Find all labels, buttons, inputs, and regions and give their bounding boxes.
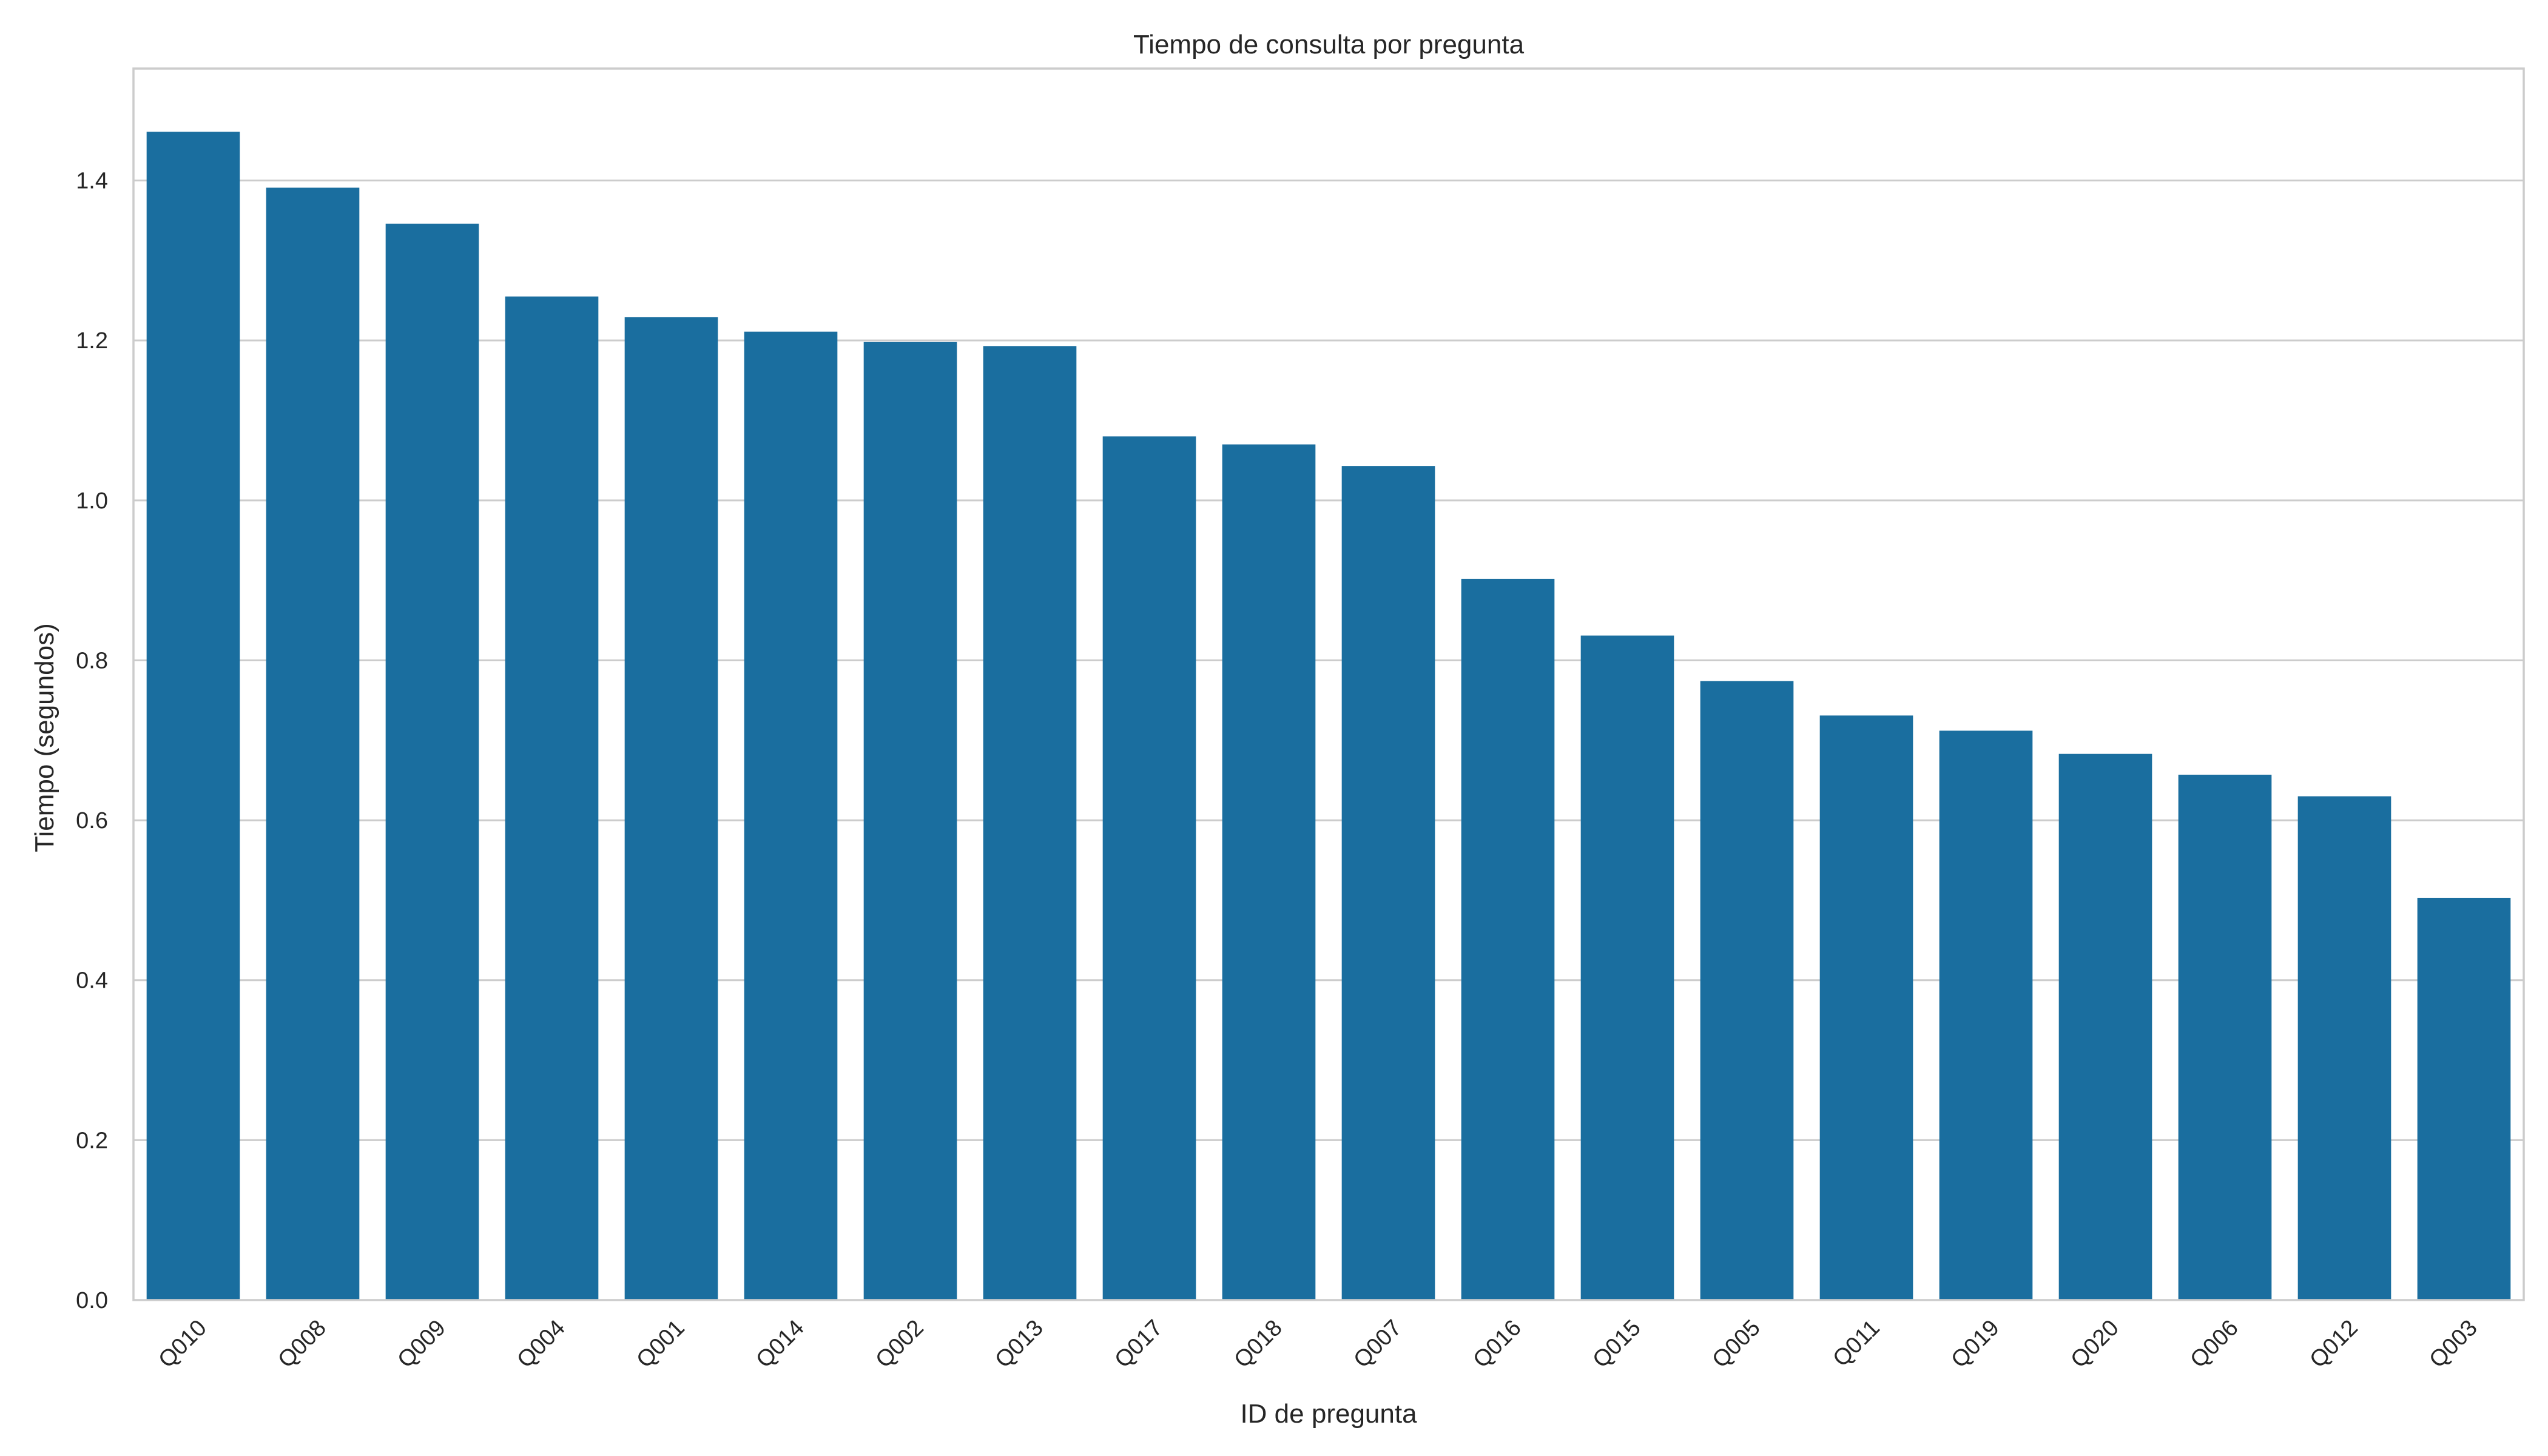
chart-title: Tiempo de consulta por pregunta xyxy=(1133,30,1525,59)
x-tick-label-Q014: Q014 xyxy=(751,1315,809,1373)
y-tick-label-6: 1.2 xyxy=(76,328,108,354)
y-tick-label-1: 0.2 xyxy=(76,1128,108,1153)
bar-Q002 xyxy=(863,342,957,1301)
x-tick-label-Q009: Q009 xyxy=(393,1315,450,1373)
x-tick-label-Q020: Q020 xyxy=(2066,1315,2123,1373)
bar-Q009 xyxy=(385,223,479,1300)
bar-Q012 xyxy=(2297,796,2391,1300)
bar-Q015 xyxy=(1580,635,1674,1300)
x-tick-label-Q017: Q017 xyxy=(1110,1315,1167,1373)
x-axis-ticks: Q010 Q008 Q009 Q004 Q001 Q014 Q002 Q013 Q017 Q018… xyxy=(153,1315,2482,1373)
bar-Q001 xyxy=(624,317,718,1300)
x-tick-label-Q013: Q013 xyxy=(990,1315,1048,1373)
y-axis-label: Tiempo (segundos) xyxy=(30,623,59,852)
x-tick-label-Q019: Q019 xyxy=(1946,1315,2004,1373)
bar-Q014 xyxy=(744,331,838,1300)
y-tick-label-3: 0.6 xyxy=(76,808,108,834)
bar-Q013 xyxy=(983,346,1077,1300)
bar-Q008 xyxy=(266,187,360,1301)
x-tick-label-Q002: Q002 xyxy=(871,1315,928,1373)
y-tick-label-4: 0.8 xyxy=(76,648,108,673)
x-axis-label: ID de pregunta xyxy=(1240,1399,1417,1429)
x-tick-label-Q018: Q018 xyxy=(1229,1315,1287,1373)
bar-Q004 xyxy=(505,296,599,1300)
y-tick-label-5: 1.0 xyxy=(76,488,108,514)
y-tick-label-2: 0.4 xyxy=(76,968,108,994)
bar-Q006 xyxy=(2178,774,2272,1300)
bar-Q016 xyxy=(1461,579,1555,1300)
x-tick-label-Q011: Q011 xyxy=(1828,1315,1884,1372)
bars xyxy=(146,132,2511,1301)
bar-Q020 xyxy=(2058,753,2152,1300)
x-tick-label-Q006: Q006 xyxy=(2185,1315,2243,1373)
y-tick-label-0: 0.0 xyxy=(76,1288,108,1313)
x-tick-label-Q004: Q004 xyxy=(512,1315,570,1373)
x-tick-label-Q005: Q005 xyxy=(1707,1315,1765,1373)
x-tick-label-Q012: Q012 xyxy=(2305,1315,2362,1373)
bar-Q018 xyxy=(1222,444,1316,1301)
x-tick-label-Q001: Q001 xyxy=(632,1315,689,1373)
bar-Q017 xyxy=(1102,436,1196,1300)
bar-Q011 xyxy=(1819,715,1913,1300)
plot-frame xyxy=(132,67,2525,1301)
bar-Q005 xyxy=(1700,681,1794,1300)
x-tick-label-Q015: Q015 xyxy=(1588,1315,1645,1373)
bar-Q019 xyxy=(1939,730,2033,1300)
bar-Q010 xyxy=(146,132,240,1301)
bar-Q007 xyxy=(1341,466,1435,1300)
gridlines xyxy=(133,180,2524,1301)
bar-Q003 xyxy=(2417,897,2511,1300)
x-tick-label-Q003: Q003 xyxy=(2424,1315,2482,1373)
x-tick-label-Q010: Q010 xyxy=(153,1315,211,1373)
y-axis-ticks: 0.0 0.2 0.4 0.6 0.8 1.0 1.2 1.4 xyxy=(76,169,108,1313)
x-tick-label-Q008: Q008 xyxy=(273,1315,331,1373)
x-tick-label-Q007: Q007 xyxy=(1349,1315,1406,1373)
x-tick-label-Q016: Q016 xyxy=(1468,1315,1526,1373)
y-tick-label-7: 1.4 xyxy=(76,169,108,194)
